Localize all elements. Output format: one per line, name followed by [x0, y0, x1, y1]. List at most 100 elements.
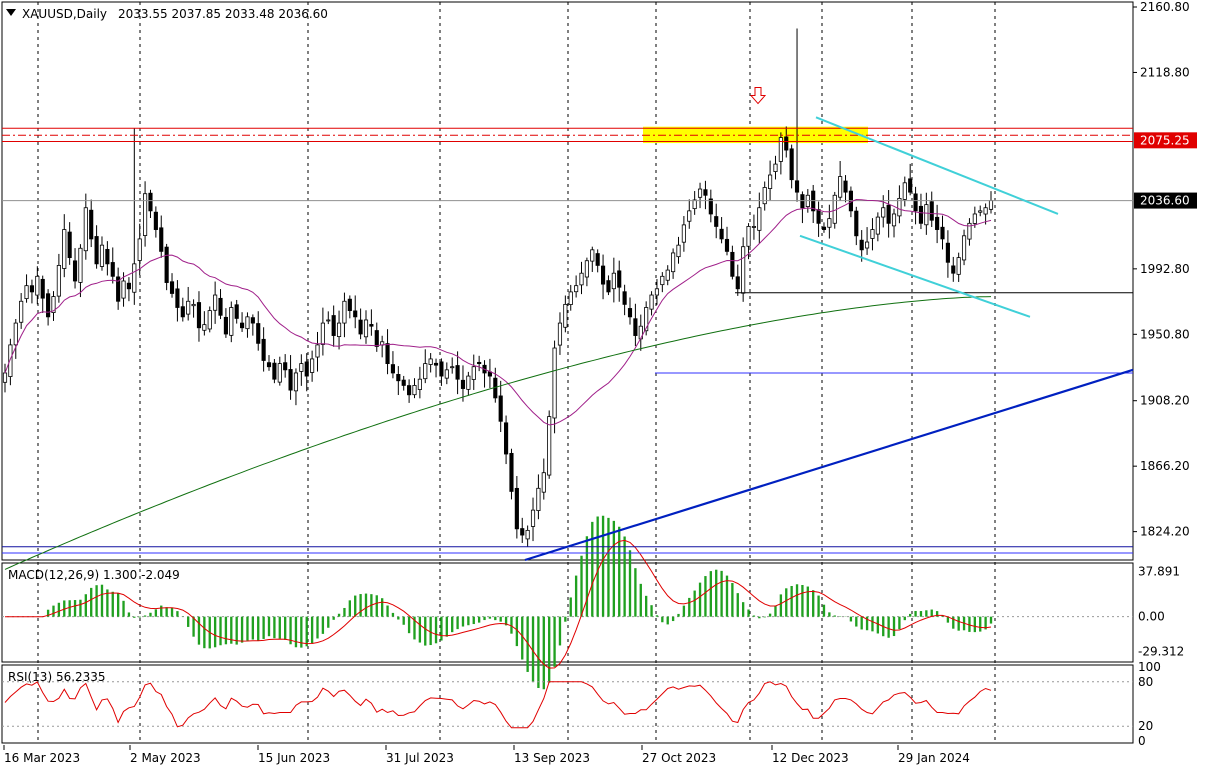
candle: [665, 269, 670, 281]
candle: [94, 236, 99, 265]
symbol-dropdown-icon[interactable]: [6, 9, 16, 16]
candle: [757, 207, 762, 231]
date-label: 31 Jul 2023: [386, 751, 454, 765]
candle: [234, 304, 239, 319]
candle: [768, 174, 773, 189]
candle: [369, 324, 374, 327]
candle: [692, 199, 697, 210]
candle: [547, 416, 552, 476]
macd-title: MACD(12,26,9) 1.300 -2.049: [8, 568, 180, 582]
candle: [293, 372, 299, 392]
candle: [945, 242, 950, 263]
candle: [261, 338, 266, 361]
candle: [838, 176, 843, 198]
candle: [649, 294, 654, 310]
candle: [51, 296, 56, 313]
candle: [283, 362, 288, 371]
candle: [417, 378, 422, 390]
candle: [336, 322, 342, 337]
candle: [304, 361, 309, 377]
rsi-pane[interactable]: [1, 664, 1134, 744]
candle: [256, 323, 261, 344]
date-label: 13 Sep 2023: [514, 751, 590, 765]
candle: [530, 509, 536, 527]
price-tick-label: 1992.80: [1140, 262, 1190, 276]
candle: [56, 265, 61, 297]
date-label: 16 Mar 2023: [4, 751, 80, 765]
candle: [622, 291, 627, 305]
candle: [552, 347, 557, 419]
candle: [374, 330, 379, 347]
candle: [498, 395, 503, 422]
date-label: 2 May 2023: [130, 751, 201, 765]
price-tick-label: 2118.80: [1140, 65, 1190, 79]
candle: [746, 226, 751, 247]
price-tick-label: 2160.80: [1140, 0, 1190, 14]
price-badge: [1134, 192, 1197, 209]
candle: [342, 300, 347, 324]
candle: [477, 361, 482, 365]
candle: [918, 205, 924, 224]
candle: [816, 209, 821, 224]
candle: [153, 211, 158, 230]
candle: [288, 369, 293, 391]
date-label: 12 Dec 2023: [772, 751, 849, 765]
macd-tick-label: 37.891: [1138, 564, 1180, 578]
price-tick-label: 1824.20: [1140, 525, 1190, 539]
symbol-label[interactable]: XAUUSD,Daily: [22, 7, 107, 21]
candle: [827, 218, 832, 228]
candle: [110, 262, 115, 277]
candle: [951, 265, 956, 274]
candle: [272, 362, 277, 380]
candle: [735, 276, 740, 290]
candle: [169, 281, 175, 294]
candle: [681, 224, 686, 243]
candle: [19, 300, 24, 323]
candle: [213, 294, 218, 311]
candle: [132, 263, 137, 293]
candle: [617, 270, 622, 288]
candle: [940, 226, 945, 240]
candle: [611, 272, 616, 290]
candle: [633, 318, 638, 336]
price-badge: [1134, 132, 1197, 149]
candle: [331, 315, 336, 336]
candle: [935, 216, 940, 230]
channel-lower[interactable]: [799, 234, 1031, 318]
candle: [843, 180, 848, 193]
candle: [466, 375, 471, 390]
candle: [310, 358, 315, 373]
candle: [358, 319, 363, 335]
macd-tick-label: -29.312: [1138, 645, 1184, 659]
date-label: 15 Jun 2023: [258, 751, 330, 765]
candle: [35, 275, 40, 296]
macd-signal-line: [5, 539, 992, 669]
candle: [126, 282, 131, 290]
candle: [315, 344, 320, 358]
candle: [913, 193, 918, 212]
candle: [875, 216, 880, 235]
candle: [46, 293, 51, 318]
candle: [180, 306, 185, 318]
ma-fast-line: [4, 198, 992, 426]
candle: [800, 194, 805, 209]
candle: [250, 317, 255, 324]
candle: [908, 178, 913, 193]
candle: [428, 358, 433, 365]
candle: [320, 322, 325, 345]
candle: [347, 298, 352, 312]
candle: [730, 251, 735, 277]
candle: [353, 310, 358, 318]
candle: [794, 180, 800, 193]
candle: [773, 163, 778, 172]
candle: [697, 188, 703, 198]
date-label: 27 Oct 2023: [642, 751, 716, 765]
candle: [854, 210, 859, 237]
candle: [972, 213, 977, 224]
candle: [24, 285, 29, 300]
candle: [218, 297, 223, 316]
support-trendline[interactable]: [524, 368, 1134, 562]
candle: [897, 197, 902, 217]
price-tick-label: 1908.20: [1140, 394, 1190, 408]
channel-upper[interactable]: [815, 116, 1059, 215]
